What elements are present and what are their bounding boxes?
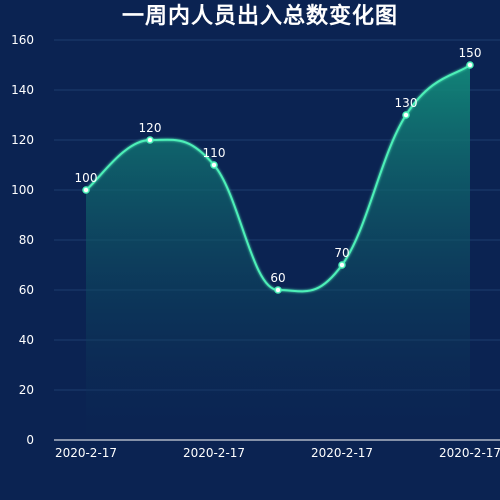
y-tick-label: 40 — [19, 333, 34, 347]
x-tick-label: 2020-2-17 — [55, 446, 117, 460]
chart-title: 一周内人员出入总数变化图 — [121, 4, 398, 29]
x-tick-label: 2020-2-17 — [311, 446, 373, 460]
y-tick-label: 160 — [11, 33, 34, 47]
y-tick-label: 80 — [19, 233, 34, 247]
series-area — [86, 65, 470, 440]
y-tick-label: 140 — [11, 83, 34, 97]
x-tick-label: 2020-2-17 — [183, 446, 245, 460]
data-point[interactable] — [402, 111, 410, 119]
area-fill — [86, 65, 470, 440]
x-tick-label: 2020-2-17 — [439, 446, 500, 460]
y-tick-label: 120 — [11, 133, 34, 147]
y-tick-label: 20 — [19, 383, 34, 397]
y-tick-label: 60 — [19, 283, 34, 297]
data-label: 60 — [270, 271, 285, 285]
data-point[interactable] — [210, 161, 218, 169]
data-label: 110 — [203, 146, 226, 160]
data-points — [82, 61, 474, 294]
x-axis-ticks: 2020-2-17 2020-2-17 2020-2-17 2020-2-17 — [55, 446, 500, 460]
data-point[interactable] — [338, 261, 346, 269]
data-label: 120 — [139, 121, 162, 135]
y-tick-label: 0 — [26, 433, 34, 447]
data-label: 100 — [75, 171, 98, 185]
y-tick-label: 100 — [11, 183, 34, 197]
data-label: 150 — [459, 46, 482, 60]
data-label: 70 — [334, 246, 349, 260]
data-point[interactable] — [146, 136, 154, 144]
y-axis-ticks: 0 20 40 60 80 100 120 140 160 — [11, 33, 34, 447]
data-point[interactable] — [274, 286, 282, 294]
data-point[interactable] — [82, 186, 90, 194]
data-label: 130 — [395, 96, 418, 110]
data-labels: 100 120 110 60 70 130 150 — [75, 46, 482, 285]
data-point[interactable] — [466, 61, 474, 69]
